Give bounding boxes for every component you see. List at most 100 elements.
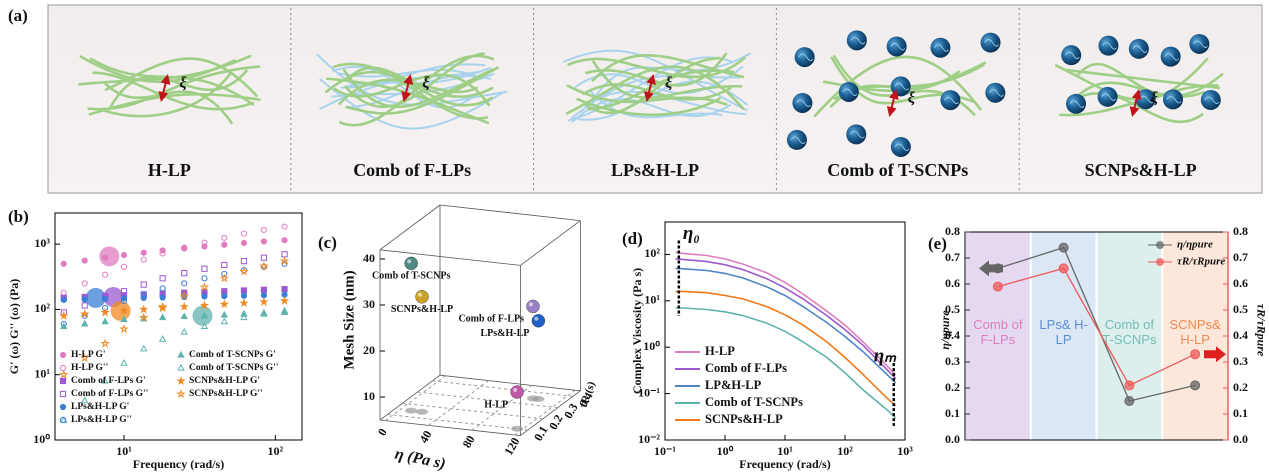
point-label: H-LP xyxy=(484,399,508,410)
data-point xyxy=(1125,397,1134,406)
mesh-symbol: ξ xyxy=(908,90,916,107)
data-point xyxy=(261,227,266,232)
nanoparticle xyxy=(1098,36,1118,56)
data-point xyxy=(282,286,287,291)
x-tick-label: 10⁻¹ xyxy=(654,444,676,458)
legend-label: Comb of F-LPs xyxy=(705,361,787,375)
legend-label: η/ηpure xyxy=(1177,239,1213,251)
x-tick-label: 10² xyxy=(268,444,284,458)
mesh-symbol: ξ xyxy=(665,75,673,92)
panel-label: (d) xyxy=(622,229,643,248)
data-point xyxy=(222,235,227,240)
sphere-highlight xyxy=(534,317,538,321)
nanoparticle xyxy=(847,30,867,50)
sphere xyxy=(511,386,524,399)
data-point xyxy=(141,346,147,351)
sphere-highlight xyxy=(418,293,422,297)
nanoparticle xyxy=(1201,90,1221,110)
point-label: Comb of T-SCNPs xyxy=(372,271,450,282)
panel-a-label: Comb of F-LPs xyxy=(353,160,471,180)
x-tick-label: 40 xyxy=(416,428,434,445)
x-tick-label: 80 xyxy=(460,433,478,450)
panel-label: (b) xyxy=(8,207,29,226)
data-point xyxy=(160,286,165,291)
panel-label: (a) xyxy=(8,6,28,25)
data-point xyxy=(181,303,187,309)
box-edge xyxy=(380,250,520,266)
y-tick-label: 0.3 xyxy=(1233,354,1248,368)
legend-label: Comb of F-LPs G' xyxy=(71,376,146,386)
y2-axis-label: τR/τRpure xyxy=(1254,304,1268,357)
data-point xyxy=(160,276,165,281)
category-label-box: LPs& H-LP xyxy=(1035,318,1093,363)
nanoparticle xyxy=(1189,34,1209,54)
box-edge xyxy=(380,205,440,250)
y-tick-label: 0.1 xyxy=(1233,406,1248,420)
nanoparticle xyxy=(839,82,859,102)
data-point xyxy=(241,288,246,293)
y-axis-label: G' (ω) G'' (ω) (Pa) xyxy=(7,279,21,375)
category-label-box: Comb of F-LPs xyxy=(969,318,1027,363)
data-point xyxy=(241,240,246,245)
box-edge xyxy=(440,375,580,391)
nanoparticle xyxy=(1129,39,1149,59)
legend-label: SCNPs&H-LP xyxy=(705,412,783,426)
data-point xyxy=(121,264,126,269)
data-point xyxy=(178,391,184,397)
data-point xyxy=(61,261,66,266)
z-axis-label: Mesh Size (nm) xyxy=(341,270,357,369)
sphere xyxy=(532,314,545,327)
data-point xyxy=(222,262,227,267)
data-point xyxy=(1059,264,1068,273)
x-axis-label: Frequency (rad/s) xyxy=(739,457,830,471)
data-point xyxy=(221,301,227,307)
legend-label: LPs&H-LP G'' xyxy=(71,415,132,425)
annotation: η₀ xyxy=(683,223,700,244)
data-point xyxy=(141,306,147,312)
data-point xyxy=(182,271,187,276)
data-point xyxy=(141,257,146,262)
data-point xyxy=(102,272,107,277)
y-axis-label: Complex Viscosity (Pa s) xyxy=(630,268,644,394)
data-point xyxy=(221,312,227,317)
data-point xyxy=(222,294,227,299)
data-point xyxy=(102,296,107,301)
nanoparticle xyxy=(891,137,911,157)
sphere xyxy=(416,290,429,303)
panel-label: (c) xyxy=(318,233,337,252)
data-point xyxy=(241,258,246,263)
y-tick-label: 0.1 xyxy=(945,406,960,420)
data-point xyxy=(60,391,65,396)
x-axis-label: η (Pa s) xyxy=(393,446,447,473)
y-axis-label: η/ηpure xyxy=(938,310,952,350)
data-point xyxy=(178,352,184,357)
y-tick-label: 0.5 xyxy=(1233,302,1248,316)
mesh-symbol: ξ xyxy=(1151,90,1159,107)
point-label: LPs&H-LP xyxy=(481,328,530,339)
legend-label: Comb of T-SCNPs G'' xyxy=(189,363,278,373)
box-edge xyxy=(380,420,520,436)
crossover-highlight xyxy=(111,301,131,321)
legend-marker xyxy=(1156,241,1164,249)
data-point xyxy=(102,319,108,324)
data-point xyxy=(60,378,65,383)
nanoparticle xyxy=(792,93,812,113)
data-point xyxy=(1191,350,1200,359)
data-point xyxy=(261,287,266,292)
floor-shadow xyxy=(405,408,417,414)
data-point xyxy=(61,297,66,302)
legend-label: τR/τRpure xyxy=(1177,256,1225,268)
mesh-symbol: ξ xyxy=(422,75,430,92)
z-tick-label: 30 xyxy=(363,297,375,311)
legend-marker xyxy=(1156,258,1164,266)
data-point xyxy=(282,252,287,257)
point-label: Comb of F-LPs xyxy=(458,314,524,325)
nanoparticle xyxy=(981,33,1001,53)
x-tick-label: 10³ xyxy=(897,444,913,458)
sphere-highlight xyxy=(513,388,517,392)
x-tick-label: 120 xyxy=(501,435,522,458)
y-tick-label: 0.7 xyxy=(945,250,960,264)
y-tick-label: 0.4 xyxy=(1233,328,1248,342)
y-tick-label: 0.0 xyxy=(945,432,960,446)
floor-grid xyxy=(385,376,445,421)
